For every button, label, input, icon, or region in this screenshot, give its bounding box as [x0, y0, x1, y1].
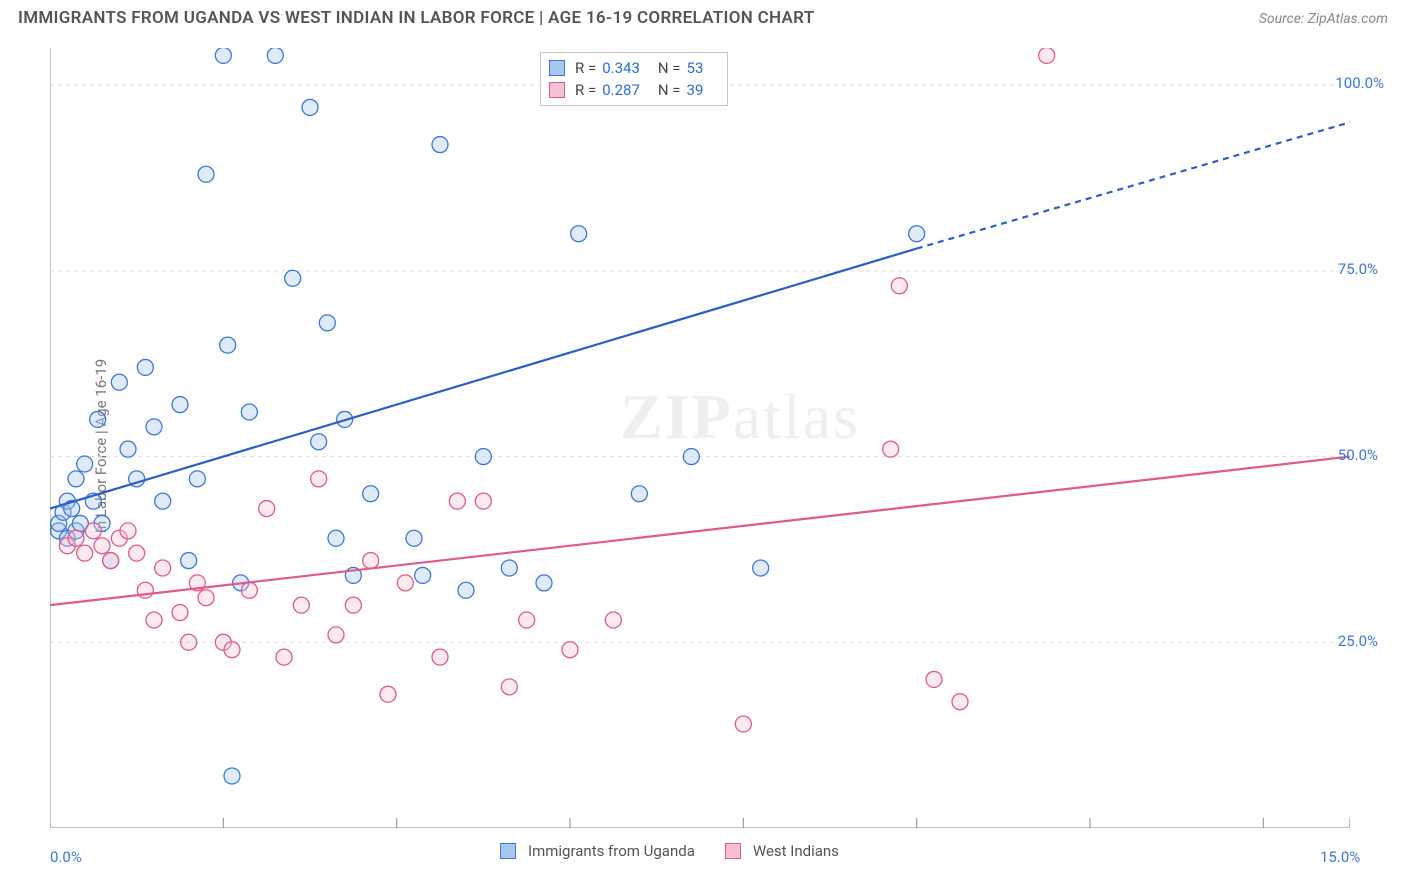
- scatter-plot-svg: [50, 48, 1350, 828]
- swatch-westindian: [725, 843, 741, 859]
- r-label: R =: [575, 79, 596, 101]
- swatch-uganda: [500, 843, 516, 859]
- correlation-row-westindian: R = 0.287 N = 39: [549, 79, 715, 101]
- chart-title: IMMIGRANTS FROM UGANDA VS WEST INDIAN IN…: [18, 8, 814, 28]
- swatch-westindian: [549, 82, 565, 98]
- r-label: R =: [575, 57, 596, 79]
- legend-label: West Indians: [753, 842, 839, 860]
- y-tick-label-25: 25.0%: [1338, 632, 1378, 650]
- n-value: 39: [687, 79, 704, 101]
- n-value: 53: [687, 57, 704, 79]
- x-tick-label-min: 0.0%: [50, 848, 82, 866]
- y-tick-label-100: 100.0%: [1335, 74, 1384, 92]
- legend-item-uganda: Immigrants from Uganda: [500, 842, 695, 860]
- correlation-legend: R = 0.343 N = 53 R = 0.287 N = 39: [540, 52, 728, 106]
- y-tick-label-50: 50.0%: [1338, 446, 1378, 464]
- plot-area: [50, 48, 1350, 828]
- legend-label: Immigrants from Uganda: [528, 842, 695, 860]
- chart-header: IMMIGRANTS FROM UGANDA VS WEST INDIAN IN…: [0, 0, 1406, 32]
- n-label: N =: [658, 57, 681, 79]
- y-tick-label-75: 75.0%: [1338, 260, 1378, 278]
- x-tick-label-max: 15.0%: [1320, 848, 1360, 866]
- legend-item-westindian: West Indians: [725, 842, 839, 860]
- r-value: 0.343: [602, 57, 640, 79]
- series-legend: Immigrants from Uganda West Indians: [500, 842, 839, 860]
- r-value: 0.287: [602, 79, 640, 101]
- correlation-row-uganda: R = 0.343 N = 53: [549, 57, 715, 79]
- source-attribution: Source: ZipAtlas.com: [1259, 11, 1388, 27]
- n-label: N =: [658, 79, 681, 101]
- swatch-uganda: [549, 60, 565, 76]
